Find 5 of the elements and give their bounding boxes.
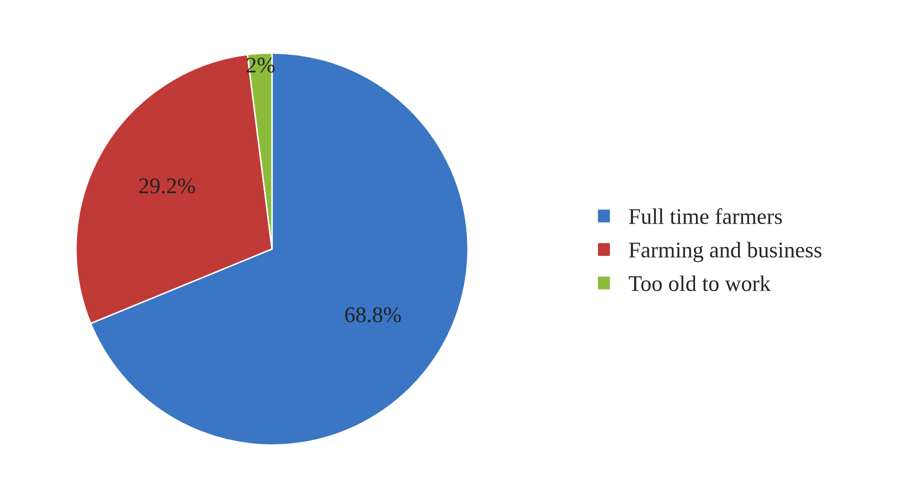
legend-label: Farming and business	[629, 242, 822, 262]
legend-label: Too old to work	[628, 275, 771, 292]
legend-label: Full time farmers	[629, 208, 782, 224]
data-label: 68.8%	[345, 307, 401, 322]
data-label: 29.2%	[139, 178, 195, 194]
